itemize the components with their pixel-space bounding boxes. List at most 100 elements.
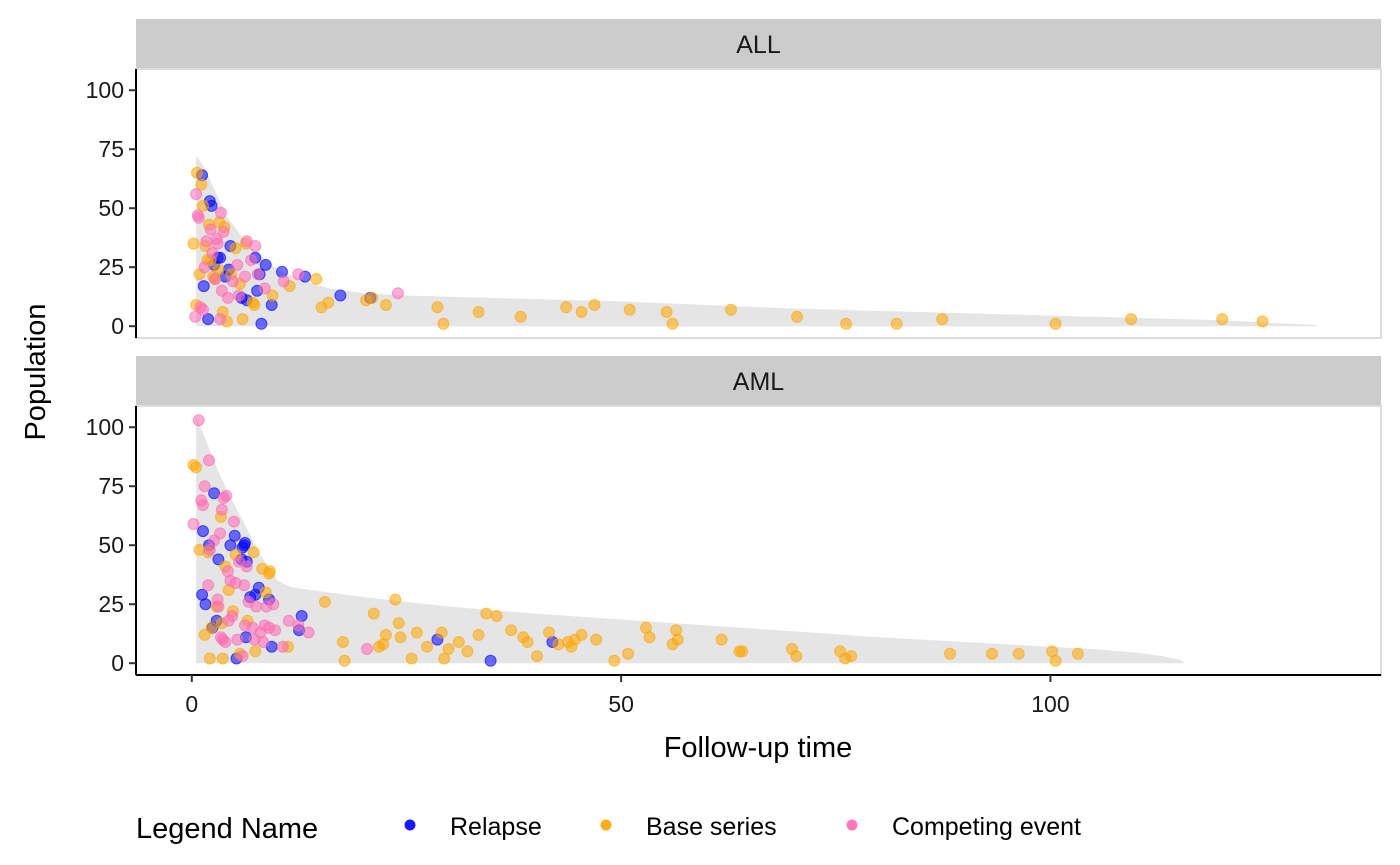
x-tick-label: 50 xyxy=(608,691,634,717)
legend-key xyxy=(404,819,416,831)
data-point xyxy=(228,529,241,542)
data-point xyxy=(392,617,405,630)
data-point xyxy=(472,628,485,641)
legend-entry: Base series xyxy=(600,813,777,841)
data-point xyxy=(936,313,949,326)
data-point xyxy=(334,289,347,302)
legend-entry: Relapse xyxy=(404,813,542,841)
data-point xyxy=(302,626,315,639)
y-tick-label: 0 xyxy=(111,313,124,339)
data-point xyxy=(247,546,260,559)
data-point xyxy=(277,275,290,288)
data-point xyxy=(199,598,212,611)
data-point xyxy=(521,636,534,648)
data-point xyxy=(221,291,234,304)
data-point xyxy=(190,461,203,474)
data-point xyxy=(292,619,305,632)
data-point xyxy=(442,643,455,655)
data-point xyxy=(623,303,636,316)
data-point xyxy=(318,595,331,608)
data-point xyxy=(276,640,289,653)
data-point xyxy=(480,607,493,620)
data-point xyxy=(452,636,465,648)
data-point xyxy=(215,503,228,516)
data-point xyxy=(643,631,656,644)
data-point xyxy=(484,654,497,667)
data-point xyxy=(208,487,221,500)
data-point xyxy=(202,313,215,326)
data-point xyxy=(259,586,272,599)
y-tick-label: 50 xyxy=(98,532,124,558)
data-point xyxy=(209,273,221,285)
data-point xyxy=(292,268,305,281)
y-tick-label: 75 xyxy=(98,473,124,499)
data-point xyxy=(336,636,349,648)
data-point xyxy=(259,258,272,271)
data-point xyxy=(266,289,279,302)
data-point xyxy=(791,310,804,323)
data-point xyxy=(191,166,203,179)
data-point xyxy=(231,633,244,646)
data-point xyxy=(338,654,351,667)
data-point xyxy=(671,633,684,646)
data-point xyxy=(257,636,270,648)
data-point xyxy=(361,643,373,655)
data-point xyxy=(622,647,634,660)
data-point xyxy=(575,628,588,641)
data-point xyxy=(1216,313,1229,326)
data-point xyxy=(197,199,209,212)
data-point xyxy=(379,628,392,641)
data-point xyxy=(249,645,262,658)
data-point xyxy=(192,211,205,224)
data-point xyxy=(214,527,227,540)
panel-strip-label: AML xyxy=(733,368,785,396)
y-tick-label: 50 xyxy=(98,195,124,221)
data-point xyxy=(666,317,679,330)
data-point xyxy=(215,206,227,219)
data-point xyxy=(660,306,673,318)
data-point xyxy=(192,414,205,427)
data-point xyxy=(217,225,230,238)
data-point xyxy=(238,579,251,592)
data-point xyxy=(575,306,588,318)
legend: Legend Name Relapse Base series Competing … xyxy=(136,813,1081,845)
data-point xyxy=(212,600,225,613)
data-point xyxy=(231,258,244,271)
y-tick-label: 25 xyxy=(98,591,124,617)
data-point xyxy=(725,303,737,316)
data-point xyxy=(590,633,603,646)
data-point xyxy=(220,489,233,502)
data-point xyxy=(514,310,527,323)
series-competing-event xyxy=(187,414,373,663)
data-point xyxy=(1049,317,1062,330)
data-point xyxy=(239,536,251,549)
data-point xyxy=(310,273,323,285)
data-point xyxy=(212,553,225,566)
data-point xyxy=(944,647,956,660)
legend-label: Relapse xyxy=(450,813,542,841)
y-tick-label: 100 xyxy=(86,77,124,103)
data-point xyxy=(472,306,485,318)
data-point xyxy=(248,299,261,311)
panel-strip xyxy=(136,19,1381,69)
data-point xyxy=(1049,654,1062,667)
data-point xyxy=(389,593,402,606)
data-point xyxy=(461,645,474,658)
data-point xyxy=(490,610,503,622)
data-point xyxy=(431,301,444,314)
data-point xyxy=(410,626,423,639)
data-point xyxy=(187,237,200,250)
data-point xyxy=(227,515,240,528)
data-point xyxy=(608,654,621,667)
data-point xyxy=(200,235,213,248)
y-tick-label: 75 xyxy=(98,136,124,162)
legend-title: Legend Name xyxy=(136,813,318,845)
data-point xyxy=(421,640,434,653)
legend-entry: Competing event xyxy=(846,813,1081,841)
data-point xyxy=(211,237,224,250)
data-point xyxy=(214,313,227,326)
data-point xyxy=(543,626,555,639)
legend-label: Base series xyxy=(646,813,777,841)
population-area xyxy=(196,415,1184,664)
